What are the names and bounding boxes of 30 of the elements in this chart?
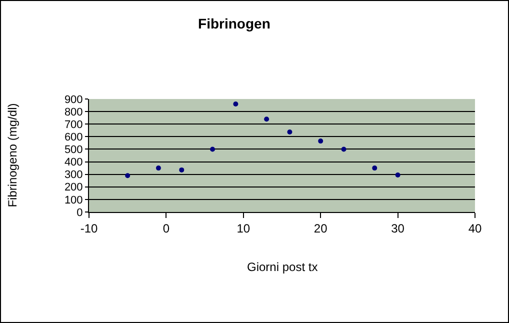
y-tick-label: 600 xyxy=(64,132,83,144)
y-tick-label: 100 xyxy=(64,194,83,206)
y-tick-label: 900 xyxy=(64,94,83,106)
chart-title: Fibrinogen xyxy=(198,15,270,32)
x-axis-title: Giorni post tx xyxy=(247,260,318,274)
y-tick-label: 400 xyxy=(64,156,83,169)
x-tick-label: 10 xyxy=(236,221,250,236)
x-tick-label: 30 xyxy=(391,221,405,236)
y-tick-label: 300 xyxy=(64,169,83,182)
y-tick-label: 200 xyxy=(64,182,83,194)
point xyxy=(287,130,292,135)
point xyxy=(341,146,346,152)
point xyxy=(156,166,161,171)
x-tick-label: 20 xyxy=(314,221,328,236)
x-tick-label: -10 xyxy=(80,221,98,236)
point xyxy=(210,146,216,152)
point xyxy=(318,138,324,144)
y-tick-label: 700 xyxy=(64,118,83,131)
x-tick-label: 40 xyxy=(468,221,482,236)
y-tick-label: 800 xyxy=(64,106,83,118)
y-tick-label: 0 xyxy=(76,206,83,219)
point xyxy=(125,173,130,178)
y-tick-label: 500 xyxy=(64,144,83,156)
point xyxy=(372,166,378,171)
point xyxy=(264,116,270,122)
x-tick-label: 0 xyxy=(162,221,170,236)
y-axis-title: Fibrinogeno (mg/dl) xyxy=(5,103,20,208)
point xyxy=(395,172,400,178)
point xyxy=(179,167,184,172)
point xyxy=(233,102,238,107)
